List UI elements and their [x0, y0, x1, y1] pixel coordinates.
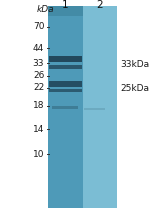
Bar: [49, 89, 82, 92]
Text: 26: 26: [33, 71, 44, 80]
Bar: [84, 108, 105, 110]
Text: kDa: kDa: [37, 5, 55, 14]
Text: 14: 14: [33, 125, 44, 134]
Text: 25kDa: 25kDa: [120, 84, 149, 93]
Bar: [49, 56, 82, 62]
Text: 1: 1: [62, 0, 69, 10]
Bar: [82, 6, 117, 208]
Text: 44: 44: [33, 44, 44, 53]
Text: 10: 10: [33, 150, 44, 159]
Text: 70: 70: [33, 22, 44, 31]
Text: 18: 18: [33, 101, 44, 110]
Bar: [48, 6, 82, 16]
Text: 2: 2: [96, 0, 103, 10]
Text: 22: 22: [33, 83, 44, 92]
Bar: [48, 6, 82, 208]
Bar: [52, 106, 78, 109]
Bar: [49, 65, 82, 69]
Text: 33: 33: [33, 59, 44, 68]
Bar: [49, 81, 82, 87]
Text: 33kDa: 33kDa: [120, 60, 149, 69]
